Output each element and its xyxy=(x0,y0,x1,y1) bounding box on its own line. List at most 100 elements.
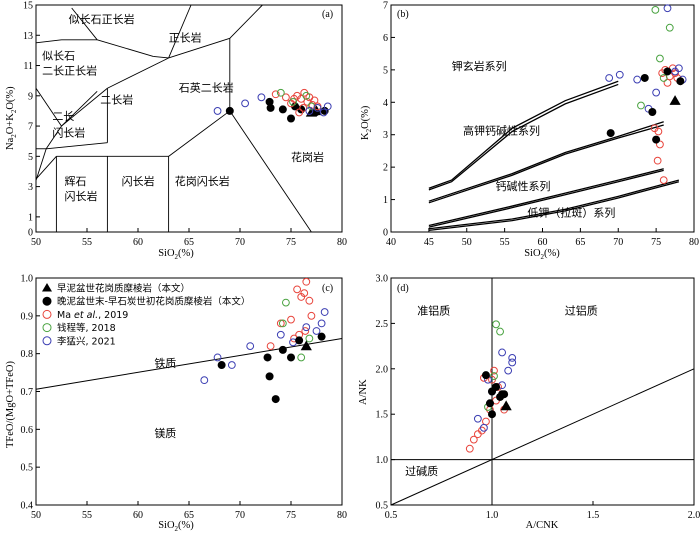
data-point-red xyxy=(301,327,310,335)
panel-b-points xyxy=(605,4,687,185)
data-point-black xyxy=(640,73,649,82)
data-point-red xyxy=(482,417,490,426)
data-point-red xyxy=(302,277,311,286)
data-point-green xyxy=(302,91,311,100)
data-point-black xyxy=(265,372,274,381)
panel-c-ticks: 50 55 60 65 70 75 80 0.4 0.5 0.6 0.7 0.8 0.9 1.0 xyxy=(21,274,348,522)
panel-b-frame xyxy=(390,4,695,233)
y-tick-label: 0.6 xyxy=(21,425,34,436)
tas-boundary xyxy=(71,7,98,41)
data-point-red xyxy=(271,90,280,99)
y-tick-label: 13 xyxy=(23,31,33,42)
tas-boundary xyxy=(229,110,312,233)
field-label: 闪长岩 xyxy=(52,126,85,140)
panel-c-ylabel: TFeO/(MgO+TFeO) xyxy=(5,361,16,448)
data-point-blue xyxy=(317,319,326,328)
data-point-green xyxy=(289,97,297,106)
legend-label: 钱程等, 2018 xyxy=(57,322,116,334)
x-tick-label: 55 xyxy=(500,237,510,248)
x-tick-label: 55 xyxy=(82,510,92,521)
y-tick-label: 0.9 xyxy=(21,311,34,322)
data-point-black xyxy=(278,345,287,354)
x-tick-label: 0.5 xyxy=(385,510,398,521)
x-tick-label: 40 xyxy=(386,237,396,248)
field-label: 花岗闪长岩 xyxy=(175,174,230,188)
panel-b-ylabel: K2O(%) xyxy=(360,105,373,140)
data-point-blue xyxy=(213,353,222,362)
x-tick-label: 80 xyxy=(337,510,347,521)
data-point-red xyxy=(266,342,275,351)
field-label: 似长石正长岩 xyxy=(69,12,135,26)
tas-boundary xyxy=(35,156,57,180)
panel-c-xlabel: SiO2(%) xyxy=(158,520,194,533)
data-point-blue xyxy=(302,323,311,332)
data-point-blue xyxy=(473,414,482,423)
data-point-red xyxy=(653,156,662,165)
data-point-triangle xyxy=(300,340,312,351)
data-point-green xyxy=(282,298,290,307)
x-tick-label: 65 xyxy=(184,510,194,521)
data-point-blue xyxy=(213,107,222,115)
data-point-black xyxy=(225,106,234,115)
tas-boundary xyxy=(61,87,108,127)
data-point-black xyxy=(295,336,304,345)
data-point-black xyxy=(317,332,326,341)
diagonal-line xyxy=(390,368,695,506)
panel-c-points xyxy=(200,277,329,404)
y-tick-label: 4 xyxy=(383,98,388,109)
x-tick-label: 75 xyxy=(286,237,296,248)
data-point-black xyxy=(488,410,496,419)
series-boundary xyxy=(428,168,664,227)
data-point-triangle xyxy=(500,400,512,411)
data-point-black xyxy=(287,353,295,362)
x-tick-label: 70 xyxy=(235,237,245,248)
series-label: 低钾（拉斑）系列 xyxy=(527,205,615,219)
field-label-magnesian: 镁质 xyxy=(154,426,176,440)
data-point-green xyxy=(651,5,660,14)
y-tick-label: 5 xyxy=(383,65,388,76)
data-point-red xyxy=(473,430,482,439)
series-boundary xyxy=(428,121,664,202)
data-point-black xyxy=(287,114,295,123)
legend-marker xyxy=(42,283,52,292)
data-point-red xyxy=(282,93,290,102)
x-tick-label: 70 xyxy=(613,237,623,248)
x-tick-label: 50 xyxy=(462,237,472,248)
legend-label: 李猛兴, 2021 xyxy=(57,335,116,347)
ferroan-magnesian-line xyxy=(35,338,343,390)
tas-boundary xyxy=(61,90,98,127)
tas-boundary xyxy=(46,142,108,150)
data-point-blue xyxy=(504,366,513,375)
y-tick-label: 2 xyxy=(383,163,388,174)
data-point-red xyxy=(663,78,672,87)
field-label-ferroan: 铁质 xyxy=(154,357,176,370)
data-point-black xyxy=(265,97,274,106)
legend-label: Ma et al., 2019 xyxy=(57,310,128,321)
field-label: 石英二长岩 xyxy=(179,80,234,94)
data-point-blue xyxy=(508,358,517,367)
data-point-blue xyxy=(633,75,642,84)
panel-d-frame xyxy=(390,277,695,506)
data-point-blue xyxy=(652,88,661,97)
data-point-green xyxy=(490,372,498,380)
ferroan-boundary xyxy=(35,338,343,390)
data-point-black xyxy=(492,382,501,391)
data-point-red xyxy=(300,289,309,298)
series-boundary xyxy=(428,169,664,228)
panel-d-ticks: 0.5 1.0 1.5 2.0 0.5 1.0 1.5 2.0 2.5 3.0 xyxy=(376,274,700,522)
data-point-red xyxy=(490,366,498,375)
data-point-blue xyxy=(227,361,236,369)
x-tick-label: 75 xyxy=(286,510,296,521)
y-tick-label: 1 xyxy=(383,195,388,206)
data-point-black xyxy=(266,103,275,112)
series-label: 高钾钙碱性系列 xyxy=(463,124,540,138)
x-tick-label: 1.5 xyxy=(587,510,600,521)
data-point-red xyxy=(293,285,302,294)
panel-d-xlabel: A/CNK xyxy=(526,520,559,531)
